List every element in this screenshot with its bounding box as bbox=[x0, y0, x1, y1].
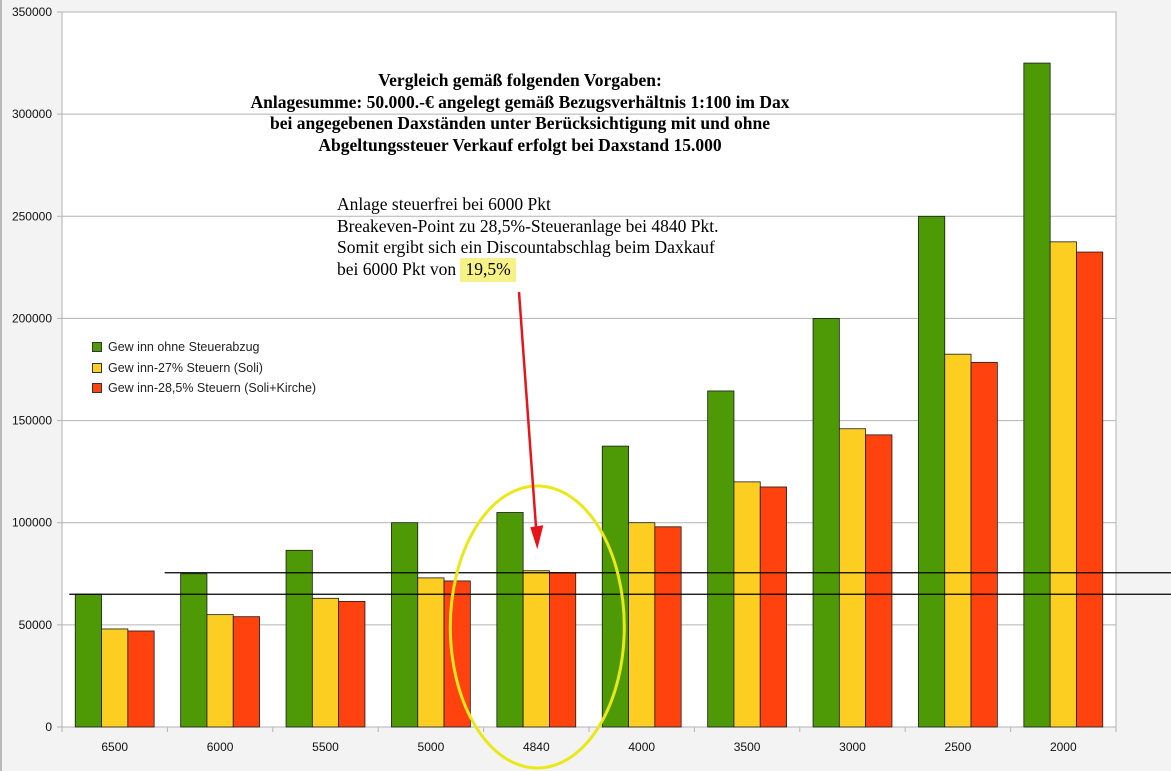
bar bbox=[443, 580, 471, 728]
bar bbox=[311, 597, 340, 728]
y-tick-label: 300000 bbox=[12, 107, 52, 121]
x-tick-label: 3000 bbox=[839, 740, 866, 754]
annotation-arrow-line bbox=[517, 291, 538, 532]
annotation-line: Somit ergibt sich ein Discountabschlag b… bbox=[337, 237, 715, 257]
x-tick-label: 6500 bbox=[101, 740, 128, 754]
x-tick-label: 2000 bbox=[1050, 740, 1077, 754]
y-tick-label: 0 bbox=[45, 720, 52, 734]
bar bbox=[522, 570, 550, 728]
title-line: Abgeltungssteuer Verkauf erfolgt bei Dax… bbox=[318, 134, 722, 155]
bar bbox=[1023, 62, 1051, 728]
legend: Gew inn ohne Steuerabzug Gew inn-27% Ste… bbox=[92, 337, 316, 399]
bar bbox=[944, 353, 972, 728]
title-line: bei angegebenen Daxständen unter Berücks… bbox=[270, 113, 770, 133]
x-tick-label: 5000 bbox=[418, 740, 445, 754]
title-line: Anlagesumme: 50.000.-€ angelegt gemäß Be… bbox=[250, 91, 790, 112]
legend-item: Gew inn-27% Steuern (Soli) bbox=[92, 358, 316, 379]
bar bbox=[391, 522, 419, 728]
y-tick-label: 350000 bbox=[12, 5, 52, 19]
legend-swatch bbox=[92, 362, 102, 373]
bar bbox=[1076, 251, 1104, 728]
chart-title: Vergleich gemäß folgenden Vorgaben: Anla… bbox=[170, 70, 870, 156]
y-tick-label: 150000 bbox=[12, 414, 52, 428]
bar bbox=[970, 361, 998, 728]
annotation-text: Anlage steuerfrei bei 6000 Pkt Breakeven… bbox=[337, 194, 857, 282]
bar bbox=[759, 486, 787, 728]
x-tick-label: 5500 bbox=[312, 740, 339, 754]
legend-item: Gew inn ohne Steuerabzug bbox=[92, 337, 316, 358]
y-tick-label: 200000 bbox=[12, 311, 52, 325]
legend-label: Gew inn-27% Steuern (Soli) bbox=[108, 360, 263, 375]
bar bbox=[232, 616, 260, 728]
x-tick-label: 4840 bbox=[523, 740, 550, 754]
bar bbox=[496, 512, 524, 728]
x-tick-label: 2500 bbox=[945, 740, 972, 754]
annotation-prefix: bei 6000 Pkt von bbox=[337, 258, 461, 279]
legend-label: Gew inn-28,5% Steuern (Soli+Kirche) bbox=[108, 381, 317, 396]
legend-item: Gew inn-28,5% Steuern (Soli+Kirche) bbox=[92, 378, 316, 399]
bar bbox=[206, 614, 234, 728]
legend-swatch bbox=[92, 342, 102, 353]
bar bbox=[601, 445, 629, 728]
x-tick-label: 4000 bbox=[628, 740, 655, 754]
bar bbox=[838, 428, 867, 728]
x-tick-label: 3500 bbox=[734, 740, 761, 754]
title-line: Vergleich gemäß folgenden Vorgaben: bbox=[378, 70, 662, 90]
bar bbox=[338, 600, 366, 728]
bar bbox=[74, 593, 102, 728]
y-tick-label: 100000 bbox=[12, 516, 52, 530]
annotation-line: Anlage steuerfrei bei 6000 Pkt bbox=[337, 194, 551, 214]
x-tick-label: 6000 bbox=[207, 740, 234, 754]
y-tick-label: 50000 bbox=[19, 618, 53, 632]
bar bbox=[127, 630, 155, 728]
bar bbox=[549, 572, 577, 728]
annotation-arrow-head bbox=[530, 525, 544, 550]
bar bbox=[628, 522, 656, 728]
legend-label: Gew inn ohne Steuerabzug bbox=[108, 340, 260, 355]
discount-highlight: 19,5% bbox=[460, 257, 516, 282]
bar bbox=[865, 434, 893, 728]
bar bbox=[180, 573, 208, 728]
annotation-line: Breakeven-Point zu 28,5%-Steueranlage be… bbox=[337, 215, 719, 236]
bar bbox=[101, 628, 129, 728]
legend-swatch bbox=[92, 383, 102, 394]
bar bbox=[733, 481, 761, 728]
bar bbox=[285, 549, 313, 728]
annotation-line: bei 6000 Pkt von 19,5% bbox=[337, 257, 857, 282]
y-tick-label: 250000 bbox=[12, 209, 52, 223]
bar bbox=[417, 577, 445, 728]
bar bbox=[918, 215, 946, 728]
bar bbox=[707, 390, 735, 728]
highlight-circle bbox=[448, 484, 626, 770]
bar bbox=[812, 318, 840, 728]
bar bbox=[1049, 241, 1077, 728]
bar bbox=[654, 526, 682, 728]
